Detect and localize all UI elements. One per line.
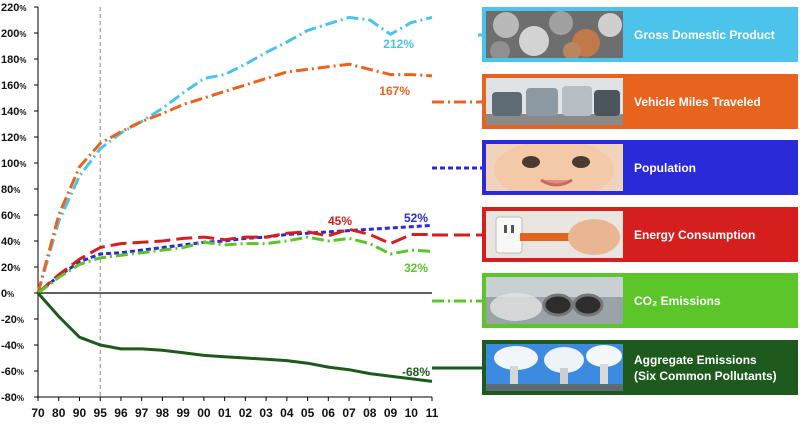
x-tick-label: 70: [31, 406, 45, 420]
legend-label: Vehicle Miles Traveled: [634, 94, 761, 109]
x-tick-label: 00: [197, 406, 211, 420]
chart-series: [36, 15, 433, 383]
y-tick-label: 140%: [1, 106, 26, 118]
baby-photo: [486, 144, 623, 191]
y-tick-label: 40%: [1, 236, 20, 248]
legend-item-vmt: Vehicle Miles Traveled: [482, 74, 798, 129]
y-tick-label: 100%: [1, 158, 26, 170]
legend-item-gdp: Gross Domestic Product: [482, 7, 798, 62]
legend-label: Gross Domestic Product: [634, 27, 775, 42]
y-tick-label: -60%: [1, 366, 24, 378]
x-tick-label: 98: [156, 406, 170, 420]
x-tick-label: 97: [135, 406, 149, 420]
end-value-label: 167%: [379, 84, 410, 98]
legend-connectors: [432, 33, 482, 370]
end-value-label: 32%: [404, 261, 428, 275]
x-tick-label: 80: [52, 406, 66, 420]
end-value-label: 45%: [328, 214, 352, 228]
x-tick-label: 90: [73, 406, 87, 420]
exhaust-photo: [486, 277, 623, 324]
chart-axes: [37, 7, 432, 398]
y-tick-label: -20%: [1, 314, 24, 326]
x-tick-label: 07: [342, 406, 356, 420]
end-value-label: -68%: [402, 365, 430, 379]
series-line-4: [37, 235, 433, 295]
smokestacks-photo: [486, 344, 623, 391]
legend-item-co2: CO₂ Emissions: [482, 273, 798, 328]
x-tick-label: 05: [301, 406, 315, 420]
legend-label: Aggregate Emissions (Six Common Pollutan…: [634, 352, 777, 383]
x-tick-label: 09: [384, 406, 398, 420]
y-tick-label: 20%: [1, 262, 20, 274]
x-tick-label: 08: [363, 406, 377, 420]
end-value-labels: 212% 167% 52% 45% 32% -68%: [328, 37, 430, 379]
legend-label: CO₂ Emissions: [634, 293, 721, 308]
legend-item-aggregate: Aggregate Emissions (Six Common Pollutan…: [482, 340, 798, 395]
plug-photo: [486, 211, 623, 258]
x-tick-label: 95: [94, 406, 108, 420]
y-tick-label: 220%: [1, 2, 26, 14]
coins-photo: [486, 11, 623, 58]
legend-label: Energy Consumption: [634, 227, 756, 242]
traffic-photo: [486, 78, 623, 125]
series-line-5: [36, 292, 433, 383]
tick-labels: 220%200%180%160%140%120%100%80%60%40%20%…: [1, 2, 439, 420]
series-line-1: [36, 62, 433, 294]
series-line-3: [37, 227, 432, 295]
y-tick-label: 180%: [1, 54, 26, 66]
y-tick-label: 200%: [1, 28, 26, 40]
x-tick-label: 03: [259, 406, 273, 420]
x-tick-label: 11: [426, 406, 439, 420]
y-tick-label: -40%: [1, 340, 24, 352]
x-tick-label: 96: [114, 406, 128, 420]
x-tick-label: 10: [405, 406, 419, 420]
y-tick-label: 160%: [1, 80, 26, 92]
legend-label: Population: [634, 160, 696, 175]
legend-item-population: Population: [482, 140, 798, 195]
end-value-label: 212%: [383, 37, 414, 51]
x-tick-label: 06: [322, 406, 336, 420]
x-tick-label: 99: [176, 406, 190, 420]
series-line-0: [36, 15, 433, 294]
x-tick-label: 01: [218, 406, 232, 420]
x-tick-label: 02: [239, 406, 253, 420]
legend-item-energy: Energy Consumption: [482, 207, 798, 262]
y-tick-label: 120%: [1, 132, 26, 144]
x-tick-label: 04: [280, 406, 294, 420]
y-tick-label: 0%: [1, 288, 14, 300]
y-tick-label: 60%: [1, 210, 20, 222]
y-tick-label: -80%: [1, 392, 24, 404]
end-value-label: 52%: [404, 211, 428, 225]
y-tick-label: 80%: [1, 184, 20, 196]
